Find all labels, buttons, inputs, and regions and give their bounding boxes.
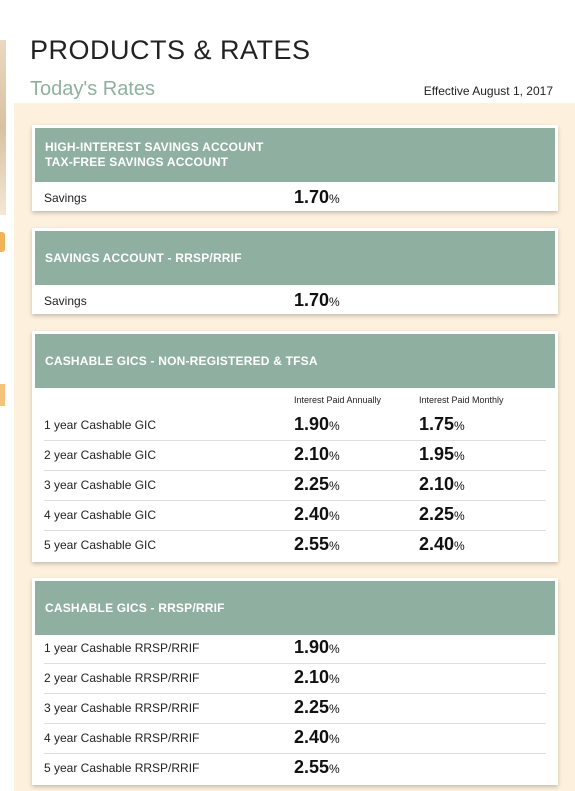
rate-label: 5 year Cashable RRSP/RRIF (44, 761, 200, 775)
sidebar-accent-edge (0, 232, 5, 252)
rate-label: 4 year Cashable GIC (44, 508, 157, 522)
rate-row: Savings 1.70% (44, 183, 546, 213)
card-header-line: TAX-FREE SAVINGS ACCOUNT (45, 155, 229, 169)
rate-row: 2 year Cashable GIC 2.10% 1.95% (44, 440, 546, 471)
rate-value: 2.10% (294, 667, 340, 687)
left-sidebar-edge (0, 0, 6, 791)
rate-row: 3 year Cashable RRSP/RRIF 2.25% (44, 693, 546, 724)
card-header-line: CASHABLE GICS - RRSP/RRIF (45, 600, 225, 615)
rate-label: 5 year Cashable GIC (44, 538, 157, 552)
rate-row: 2 year Cashable RRSP/RRIF 2.10% (44, 663, 546, 694)
rate-label: 2 year Cashable GIC (44, 448, 157, 462)
rate-row: 5 year Cashable RRSP/RRIF 2.55% (44, 753, 546, 783)
rate-row: 3 year Cashable GIC 2.25% 2.10% (44, 470, 546, 501)
rate-label: Savings (44, 294, 87, 308)
page-title: PRODUCTS & RATES (30, 35, 311, 65)
card-header-line: CASHABLE GICS - NON-REGISTERED & TFSA (45, 353, 318, 368)
rate-label: 3 year Cashable GIC (44, 478, 157, 492)
rate-value-annual: 2.10% (294, 444, 340, 464)
rate-row: 5 year Cashable GIC 2.55% 2.40% (44, 530, 546, 560)
sidebar-accent-edge (0, 384, 5, 406)
rate-value-monthly: 1.75% (419, 414, 465, 434)
rate-row: 1 year Cashable RRSP/RRIF 1.90% (44, 633, 546, 664)
rate-card-cashable-gic: CASHABLE GICS - NON-REGISTERED & TFSA In… (32, 331, 558, 562)
rate-value-monthly: 1.95% (419, 444, 465, 464)
card-header-line: HIGH-INTEREST SAVINGS ACCOUNT (45, 140, 264, 154)
sidebar-image-edge (0, 40, 6, 215)
card-header: CASHABLE GICS - NON-REGISTERED & TFSA (35, 334, 555, 388)
rate-label: 1 year Cashable GIC (44, 418, 157, 432)
rate-row: 4 year Cashable GIC 2.40% 2.25% (44, 500, 546, 531)
card-header-line: SAVINGS ACCOUNT - RRSP/RRIF (45, 250, 242, 265)
rate-value: 1.90% (294, 637, 340, 657)
rate-row: Savings 1.70% (44, 286, 546, 316)
column-header-annual: Interest Paid Annually (294, 395, 382, 405)
rate-value: 2.25% (294, 697, 340, 717)
rate-card-savings-rrsp: SAVINGS ACCOUNT - RRSP/RRIF Savings 1.70… (32, 228, 558, 314)
effective-date: Effective August 1, 2017 (423, 84, 553, 98)
rate-card-hisa-tfsa: HIGH-INTEREST SAVINGS ACCOUNT TAX-FREE S… (32, 125, 558, 211)
column-header-monthly: Interest Paid Monthly (419, 395, 504, 405)
rate-value-annual: 1.90% (294, 414, 340, 434)
rate-row: 1 year Cashable GIC 1.90% 1.75% (44, 410, 546, 441)
rate-label: 3 year Cashable RRSP/RRIF (44, 701, 200, 715)
rate-label: 2 year Cashable RRSP/RRIF (44, 671, 200, 685)
rate-label: 1 year Cashable RRSP/RRIF (44, 641, 200, 655)
rate-value-annual: 2.55% (294, 534, 340, 554)
rate-value: 1.70% (294, 290, 340, 310)
page-subtitle: Today's Rates (30, 78, 155, 100)
rate-value-monthly: 2.25% (419, 504, 465, 524)
rate-value-monthly: 2.10% (419, 474, 465, 494)
card-header: CASHABLE GICS - RRSP/RRIF (35, 581, 555, 635)
rate-value-annual: 2.40% (294, 504, 340, 524)
rate-value: 2.55% (294, 757, 340, 777)
card-header: SAVINGS ACCOUNT - RRSP/RRIF (35, 231, 555, 285)
rate-label: 4 year Cashable RRSP/RRIF (44, 731, 200, 745)
rate-value: 2.40% (294, 727, 340, 747)
card-header: HIGH-INTEREST SAVINGS ACCOUNT TAX-FREE S… (35, 128, 555, 182)
rate-value-annual: 2.25% (294, 474, 340, 494)
rate-value: 1.70% (294, 187, 340, 207)
rate-value-monthly: 2.40% (419, 534, 465, 554)
rate-label: Savings (44, 191, 87, 205)
rate-card-cashable-gic-rrsp: CASHABLE GICS - RRSP/RRIF 1 year Cashabl… (32, 578, 558, 785)
rate-row: 4 year Cashable RRSP/RRIF 2.40% (44, 723, 546, 754)
